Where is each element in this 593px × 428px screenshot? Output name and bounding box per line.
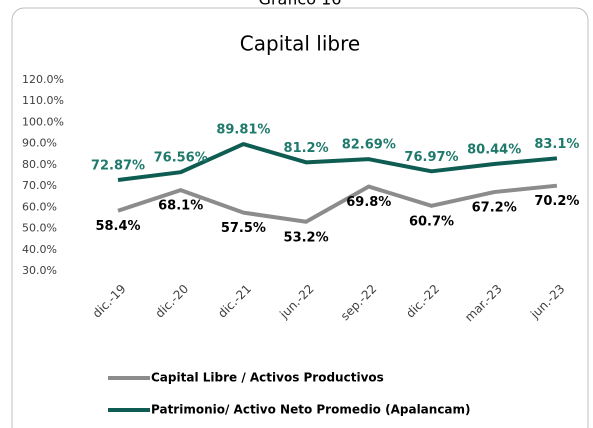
data-label: 82.69% [342, 138, 396, 153]
chart-title: Capital libre [240, 32, 360, 56]
y-tick-label: 70.0% [22, 179, 57, 192]
y-tick-label: 100.0% [22, 115, 64, 128]
series-line [117, 142, 558, 183]
y-tick-label: 90.0% [22, 137, 57, 150]
series-line [117, 183, 558, 224]
data-label: 60.7% [409, 214, 454, 229]
data-label: 70.2% [534, 194, 579, 209]
data-label: 72.87% [91, 159, 145, 174]
data-label: 83.1% [534, 137, 579, 152]
y-tick-label: 60.0% [22, 200, 57, 213]
data-label: 76.56% [154, 151, 208, 166]
y-tick-label: 30.0% [22, 264, 57, 277]
y-tick-label: 120.0% [22, 73, 64, 86]
data-label: 53.2% [284, 230, 329, 245]
data-label: 68.1% [158, 199, 203, 214]
y-tick-label: 40.0% [22, 243, 57, 256]
chart-header: Gráfico 16 [259, 0, 342, 9]
y-tick-label: 80.0% [22, 158, 57, 171]
data-label: 89.81% [216, 123, 270, 138]
data-label: 76.97% [404, 150, 458, 165]
y-tick-label: 50.0% [22, 222, 57, 235]
data-label: 69.8% [346, 195, 391, 210]
chart-frame [11, 7, 589, 428]
data-label: 58.4% [95, 219, 140, 234]
data-label: 80.44% [467, 142, 521, 157]
y-tick-label: 110.0% [22, 94, 64, 107]
legend-label: Capital Libre / Activos Productivos [151, 371, 384, 385]
data-label: 57.5% [221, 221, 266, 236]
data-label: 81.2% [284, 141, 329, 156]
data-label: 67.2% [472, 201, 517, 216]
legend-label: Patrimonio/ Activo Neto Promedio (Apalan… [151, 403, 471, 417]
